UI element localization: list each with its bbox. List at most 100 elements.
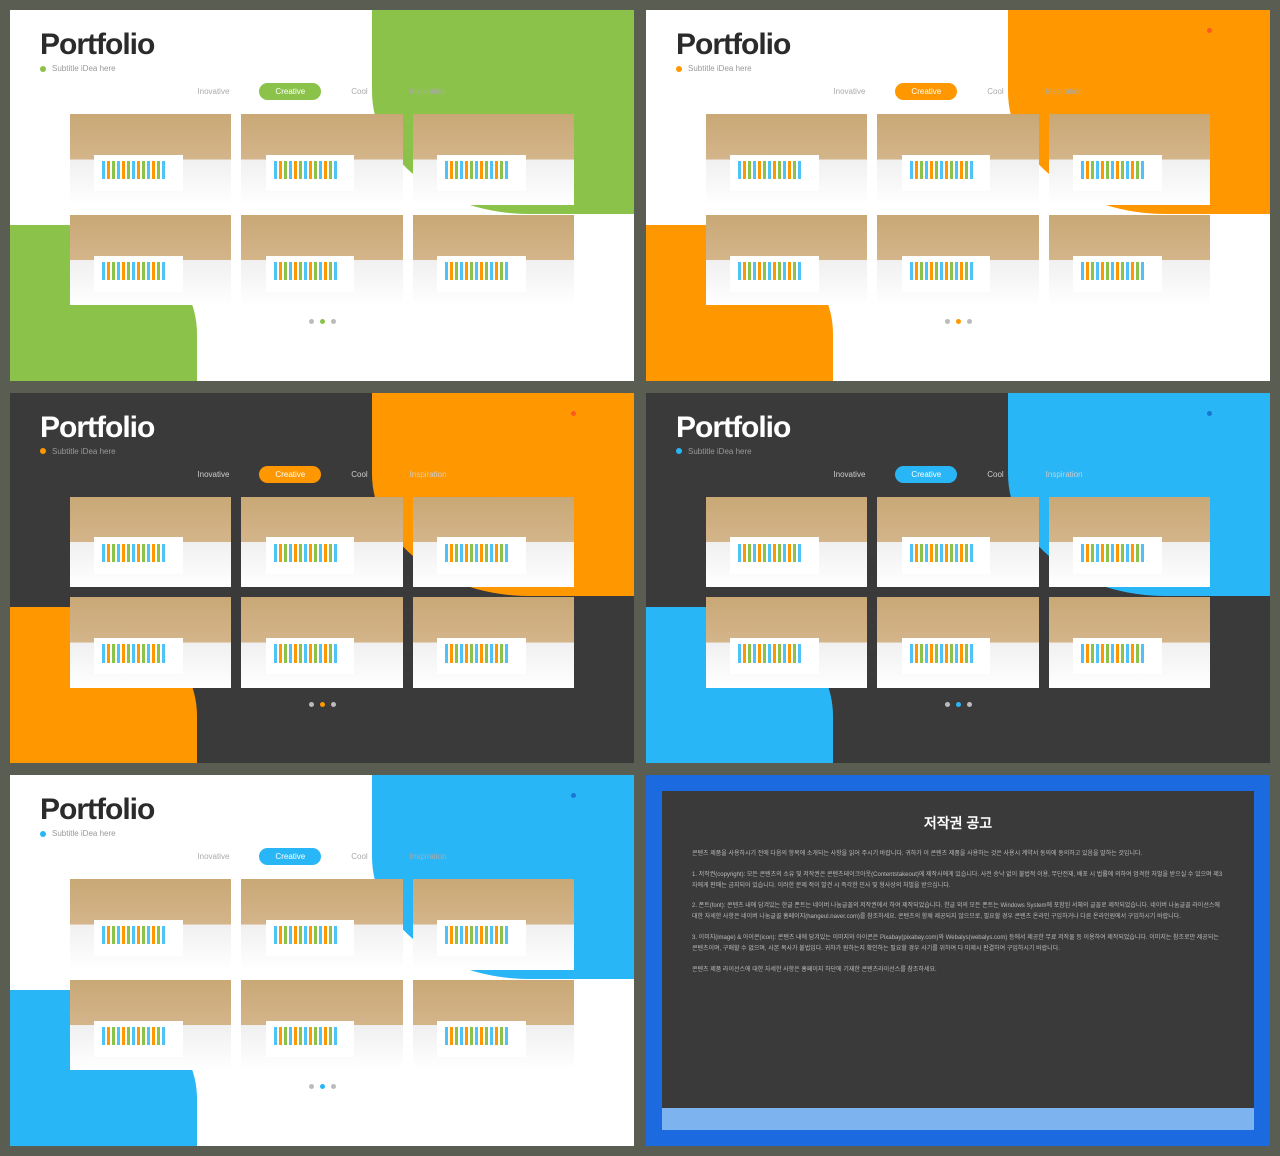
slide-title: Portfolio [40,28,604,62]
tab-cool[interactable]: Cool [339,466,379,483]
thumbnail-item[interactable] [706,597,867,688]
thumbnail-item[interactable] [413,215,574,306]
tab-creative[interactable]: Creative [895,466,957,483]
pager-dot[interactable] [309,702,314,707]
tab-bar: Inovative Creative Cool Inspiration [676,466,1240,483]
thumbnail-item[interactable] [70,597,231,688]
slide-content: Portfolio Subtitle iDea here Inovative C… [10,393,634,764]
notice-paragraph: 콘텐츠 제품을 사용하시기 전에 다음의 항목에 소개되는 사항을 읽어 주시기… [692,849,1224,860]
slide-subtitle: Subtitle iDea here [52,829,116,838]
logo: iDea [1207,411,1240,426]
thumbnail-grid [676,497,1240,688]
thumbnail-item[interactable] [241,215,402,306]
thumbnail-item[interactable] [241,597,402,688]
tab-inspiration[interactable]: Inspiration [398,466,459,483]
pager-dot-active[interactable] [956,319,961,324]
thumbnail-item[interactable] [413,980,574,1071]
tab-inspiration[interactable]: Inspiration [1034,466,1095,483]
pager-dot[interactable] [967,319,972,324]
thumbnail-item[interactable] [413,497,574,588]
thumbnail-item[interactable] [1049,215,1210,306]
notice-paragraph: 2. 폰트(font): 콘텐츠 내에 담겨있는 한글 폰트는 네이버 나눔글꼴… [692,901,1224,923]
pager-dot[interactable] [967,702,972,707]
slide-title: Portfolio [40,411,604,445]
thumbnail-item[interactable] [241,980,402,1071]
thumbnail-item[interactable] [1049,597,1210,688]
thumbnail-item[interactable] [877,114,1038,205]
bullet-icon [676,448,682,454]
thumbnail-item[interactable] [706,215,867,306]
pager-dot-active[interactable] [956,702,961,707]
bullet-icon [40,66,46,72]
thumbnail-item[interactable] [413,114,574,205]
tab-bar: Inovative Creative Cool Inspiration [40,83,604,100]
pager-dot-active[interactable] [320,702,325,707]
tab-bar: Inovative Creative Cool Inspiration [676,83,1240,100]
thumbnail-item[interactable] [70,497,231,588]
pager-dot[interactable] [331,702,336,707]
tab-creative[interactable]: Creative [259,83,321,100]
pager [676,702,1240,707]
slide-subtitle: Subtitle iDea here [52,64,116,73]
tab-cool[interactable]: Cool [975,83,1015,100]
tab-creative[interactable]: Creative [895,83,957,100]
tab-inspiration[interactable]: Inspiration [398,848,459,865]
bullet-icon [40,448,46,454]
notice-title: 저작권 공고 [692,813,1224,833]
tab-cool[interactable]: Cool [339,848,379,865]
slide-grid: iDea Portfolio Subtitle iDea here Inovat… [10,10,1270,1146]
slide-subtitle: Subtitle iDea here [688,64,752,73]
thumbnail-item[interactable] [706,497,867,588]
portfolio-slide-green: iDea Portfolio Subtitle iDea here Inovat… [10,10,634,381]
thumbnail-item[interactable] [241,497,402,588]
portfolio-slide-blue-light: iDea Portfolio Subtitle iDea here Inovat… [10,775,634,1146]
tab-inovative[interactable]: Inovative [185,848,241,865]
tab-bar: Inovative Creative Cool Inspiration [40,848,604,865]
thumbnail-grid [676,114,1240,305]
pager-dot[interactable] [945,319,950,324]
logo-dot-icon [571,28,576,33]
logo-text: iDea [1213,28,1240,43]
pager-dot-active[interactable] [320,319,325,324]
logo-text: iDea [577,411,604,426]
logo-text: iDea [577,793,604,808]
tab-creative[interactable]: Creative [259,848,321,865]
thumbnail-item[interactable] [877,215,1038,306]
thumbnail-item[interactable] [1049,497,1210,588]
pager-dot[interactable] [309,319,314,324]
thumbnail-item[interactable] [241,879,402,970]
thumbnail-item[interactable] [877,497,1038,588]
thumbnail-item[interactable] [413,879,574,970]
tab-cool[interactable]: Cool [339,83,379,100]
logo-dot-icon [1207,28,1212,33]
tab-creative[interactable]: Creative [259,466,321,483]
notice-panel: 저작권 공고 콘텐츠 제품을 사용하시기 전에 다음의 항목에 소개되는 사항을… [662,791,1254,1108]
bullet-icon [40,831,46,837]
thumbnail-item[interactable] [70,114,231,205]
thumbnail-item[interactable] [70,879,231,970]
tab-cool[interactable]: Cool [975,466,1015,483]
thumbnail-item[interactable] [877,597,1038,688]
pager [676,319,1240,324]
notice-paragraph: 1. 저작권(copyright): 모든 콘텐츠의 소유 및 저작권은 콘텐츠… [692,870,1224,892]
thumbnail-item[interactable] [70,980,231,1071]
notice-paragraph: 3. 이미지(image) & 아이콘(icon): 콘텐츠 내에 담겨있는 이… [692,933,1224,955]
tab-inovative[interactable]: Inovative [185,466,241,483]
thumbnail-item[interactable] [706,114,867,205]
slide-content: Portfolio Subtitle iDea here Inovative C… [646,10,1270,381]
thumbnail-item[interactable] [70,215,231,306]
tab-inovative[interactable]: Inovative [821,466,877,483]
thumbnail-item[interactable] [413,597,574,688]
tab-inovative[interactable]: Inovative [821,83,877,100]
pager-dot[interactable] [945,702,950,707]
thumbnail-item[interactable] [1049,114,1210,205]
thumbnail-grid [40,114,604,305]
tab-inspiration[interactable]: Inspiration [398,83,459,100]
slide-content: Portfolio Subtitle iDea here Inovative C… [10,10,634,381]
pager-dot[interactable] [331,319,336,324]
subtitle-row: Subtitle iDea here [40,447,604,456]
tab-inovative[interactable]: Inovative [185,83,241,100]
tab-inspiration[interactable]: Inspiration [1034,83,1095,100]
thumbnail-item[interactable] [241,114,402,205]
copyright-notice-slide: 저작권 공고 콘텐츠 제품을 사용하시기 전에 다음의 항목에 소개되는 사항을… [646,775,1270,1146]
